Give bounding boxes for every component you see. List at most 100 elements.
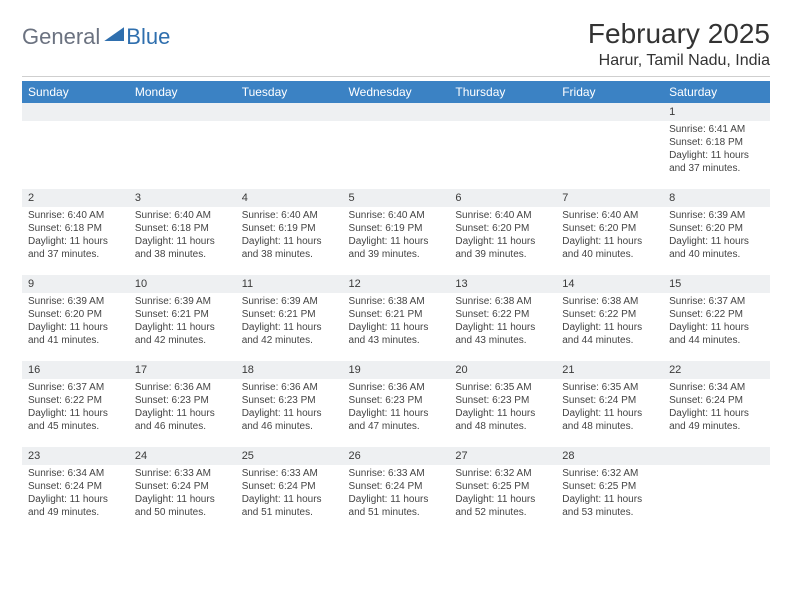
calendar-day-cell: 19Sunrise: 6:36 AMSunset: 6:23 PMDayligh… xyxy=(343,361,450,447)
weekday-header: Saturday xyxy=(663,81,770,103)
daylight-text: Daylight: 11 hours and 43 minutes. xyxy=(455,321,550,347)
daylight-text: Daylight: 11 hours and 44 minutes. xyxy=(669,321,764,347)
daylight-text: Daylight: 11 hours and 49 minutes. xyxy=(28,493,123,519)
calendar-day-cell: 11Sunrise: 6:39 AMSunset: 6:21 PMDayligh… xyxy=(236,275,343,361)
calendar-day-cell xyxy=(22,103,129,189)
sunrise-text: Sunrise: 6:40 AM xyxy=(349,209,444,222)
sunrise-text: Sunrise: 6:36 AM xyxy=(135,381,230,394)
sunrise-text: Sunrise: 6:34 AM xyxy=(669,381,764,394)
day-number: 12 xyxy=(343,275,450,293)
sunset-text: Sunset: 6:20 PM xyxy=(28,308,123,321)
day-body: Sunrise: 6:33 AMSunset: 6:24 PMDaylight:… xyxy=(236,465,343,523)
sunrise-text: Sunrise: 6:37 AM xyxy=(669,295,764,308)
sunset-text: Sunset: 6:20 PM xyxy=(455,222,550,235)
day-number: 20 xyxy=(449,361,556,379)
daylight-text: Daylight: 11 hours and 42 minutes. xyxy=(242,321,337,347)
location-text: Harur, Tamil Nadu, India xyxy=(588,52,770,70)
sunrise-text: Sunrise: 6:36 AM xyxy=(349,381,444,394)
sunset-text: Sunset: 6:24 PM xyxy=(28,480,123,493)
day-body: Sunrise: 6:40 AMSunset: 6:18 PMDaylight:… xyxy=(22,207,129,265)
calendar-day-cell: 6Sunrise: 6:40 AMSunset: 6:20 PMDaylight… xyxy=(449,189,556,275)
daylight-text: Daylight: 11 hours and 48 minutes. xyxy=(455,407,550,433)
sunrise-text: Sunrise: 6:39 AM xyxy=(28,295,123,308)
sunset-text: Sunset: 6:23 PM xyxy=(242,394,337,407)
weekday-header: Monday xyxy=(129,81,236,103)
day-number: 11 xyxy=(236,275,343,293)
calendar-table: SundayMondayTuesdayWednesdayThursdayFrid… xyxy=(22,81,770,533)
sunset-text: Sunset: 6:23 PM xyxy=(455,394,550,407)
calendar-day-cell xyxy=(236,103,343,189)
day-number: 1 xyxy=(663,103,770,121)
daylight-text: Daylight: 11 hours and 40 minutes. xyxy=(669,235,764,261)
day-number: 16 xyxy=(22,361,129,379)
day-number: 13 xyxy=(449,275,556,293)
weekday-header-row: SundayMondayTuesdayWednesdayThursdayFrid… xyxy=(22,81,770,103)
sunrise-text: Sunrise: 6:33 AM xyxy=(242,467,337,480)
day-body: Sunrise: 6:36 AMSunset: 6:23 PMDaylight:… xyxy=(236,379,343,437)
day-body: Sunrise: 6:33 AMSunset: 6:24 PMDaylight:… xyxy=(129,465,236,523)
day-number: 8 xyxy=(663,189,770,207)
calendar-week-row: 23Sunrise: 6:34 AMSunset: 6:24 PMDayligh… xyxy=(22,447,770,533)
sunset-text: Sunset: 6:21 PM xyxy=(135,308,230,321)
calendar-day-cell: 2Sunrise: 6:40 AMSunset: 6:18 PMDaylight… xyxy=(22,189,129,275)
daylight-text: Daylight: 11 hours and 51 minutes. xyxy=(349,493,444,519)
day-number-empty xyxy=(22,103,129,121)
sunset-text: Sunset: 6:18 PM xyxy=(669,136,764,149)
calendar-day-cell: 10Sunrise: 6:39 AMSunset: 6:21 PMDayligh… xyxy=(129,275,236,361)
calendar-day-cell: 16Sunrise: 6:37 AMSunset: 6:22 PMDayligh… xyxy=(22,361,129,447)
calendar-day-cell: 8Sunrise: 6:39 AMSunset: 6:20 PMDaylight… xyxy=(663,189,770,275)
sunrise-text: Sunrise: 6:37 AM xyxy=(28,381,123,394)
day-number: 14 xyxy=(556,275,663,293)
day-body: Sunrise: 6:37 AMSunset: 6:22 PMDaylight:… xyxy=(22,379,129,437)
day-body: Sunrise: 6:40 AMSunset: 6:19 PMDaylight:… xyxy=(343,207,450,265)
day-number: 5 xyxy=(343,189,450,207)
month-title: February 2025 xyxy=(588,18,770,50)
day-number: 15 xyxy=(663,275,770,293)
sunset-text: Sunset: 6:18 PM xyxy=(135,222,230,235)
day-number: 17 xyxy=(129,361,236,379)
sunset-text: Sunset: 6:18 PM xyxy=(28,222,123,235)
sunrise-text: Sunrise: 6:40 AM xyxy=(135,209,230,222)
sunset-text: Sunset: 6:25 PM xyxy=(562,480,657,493)
calendar-day-cell: 14Sunrise: 6:38 AMSunset: 6:22 PMDayligh… xyxy=(556,275,663,361)
calendar-day-cell: 3Sunrise: 6:40 AMSunset: 6:18 PMDaylight… xyxy=(129,189,236,275)
calendar-day-cell: 23 Sunrise: 6:34 AMSunset: 6:24 PMDayligh… xyxy=(22,447,129,533)
calendar-day-cell: 28Sunrise: 6:32 AMSunset: 6:25 PMDayligh… xyxy=(556,447,663,533)
daylight-text: Daylight: 11 hours and 38 minutes. xyxy=(242,235,337,261)
day-number: 21 xyxy=(556,361,663,379)
title-block: February 2025 Harur, Tamil Nadu, India xyxy=(588,18,770,70)
day-number: 18 xyxy=(236,361,343,379)
daylight-text: Daylight: 11 hours and 37 minutes. xyxy=(28,235,123,261)
calendar-week-row: 16Sunrise: 6:37 AMSunset: 6:22 PMDayligh… xyxy=(22,361,770,447)
daylight-text: Daylight: 11 hours and 44 minutes. xyxy=(562,321,657,347)
day-body: Sunrise: 6:38 AMSunset: 6:22 PMDaylight:… xyxy=(556,293,663,351)
day-number: 23 xyxy=(22,447,129,465)
day-number-empty xyxy=(129,103,236,121)
weekday-header: Thursday xyxy=(449,81,556,103)
day-number-empty xyxy=(236,103,343,121)
day-number-empty xyxy=(556,103,663,121)
sunrise-text: Sunrise: 6:41 AM xyxy=(669,123,764,136)
sunrise-text: Sunrise: 6:34 AM xyxy=(28,467,123,480)
day-body: Sunrise: 6:32 AMSunset: 6:25 PMDaylight:… xyxy=(556,465,663,523)
calendar-day-cell: 25Sunrise: 6:33 AMSunset: 6:24 PMDayligh… xyxy=(236,447,343,533)
day-number: 19 xyxy=(343,361,450,379)
day-number-empty xyxy=(449,103,556,121)
sunset-text: Sunset: 6:22 PM xyxy=(669,308,764,321)
daylight-text: Daylight: 11 hours and 53 minutes. xyxy=(562,493,657,519)
calendar-day-cell: 7Sunrise: 6:40 AMSunset: 6:20 PMDaylight… xyxy=(556,189,663,275)
daylight-text: Daylight: 11 hours and 39 minutes. xyxy=(349,235,444,261)
sunrise-text: Sunrise: 6:36 AM xyxy=(242,381,337,394)
day-body: Sunrise: 6:39 AMSunset: 6:20 PMDaylight:… xyxy=(22,293,129,351)
day-number: 7 xyxy=(556,189,663,207)
sunset-text: Sunset: 6:19 PM xyxy=(349,222,444,235)
daylight-text: Daylight: 11 hours and 49 minutes. xyxy=(669,407,764,433)
calendar-day-cell: 27Sunrise: 6:32 AMSunset: 6:25 PMDayligh… xyxy=(449,447,556,533)
sunrise-text: Sunrise: 6:38 AM xyxy=(562,295,657,308)
day-body: Sunrise: 6:36 AMSunset: 6:23 PMDaylight:… xyxy=(129,379,236,437)
calendar-day-cell xyxy=(663,447,770,533)
day-number: 6 xyxy=(449,189,556,207)
sunset-text: Sunset: 6:21 PM xyxy=(349,308,444,321)
day-number: 2 xyxy=(22,189,129,207)
sunset-text: Sunset: 6:19 PM xyxy=(242,222,337,235)
